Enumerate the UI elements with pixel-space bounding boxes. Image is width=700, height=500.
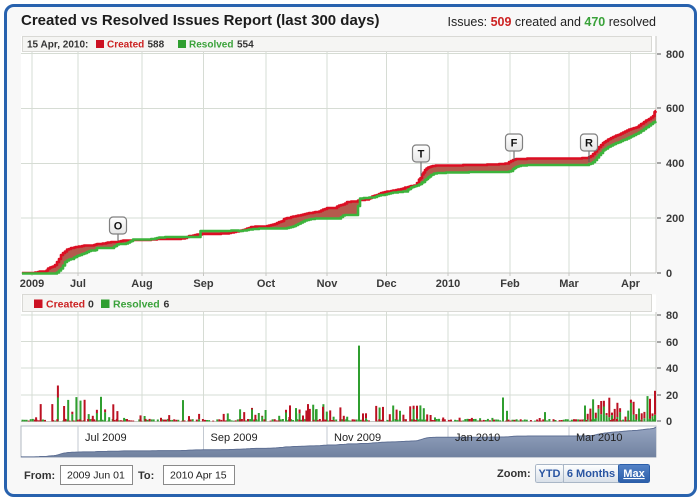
svg-text:Created: Created [107, 40, 144, 51]
svg-text:588: 588 [148, 40, 165, 51]
svg-text:Sep 2009: Sep 2009 [211, 432, 258, 444]
svg-text:40: 40 [666, 363, 678, 375]
svg-text:15 Apr, 2010:: 15 Apr, 2010: [27, 40, 88, 51]
svg-text:Sep: Sep [193, 278, 213, 290]
svg-text:Zoom:: Zoom: [497, 468, 531, 480]
svg-text:2009: 2009 [20, 278, 44, 290]
svg-text:2009 Jun 01: 2009 Jun 01 [67, 470, 125, 482]
svg-text:Jan 2010: Jan 2010 [455, 432, 500, 444]
svg-text:400: 400 [666, 158, 684, 170]
svg-text:Dec: Dec [376, 278, 396, 290]
svg-text:Mar: Mar [559, 278, 579, 290]
svg-text:6: 6 [164, 299, 170, 311]
svg-text:Oct: Oct [257, 278, 276, 290]
svg-text:Feb: Feb [500, 278, 520, 290]
svg-text:Resolved: Resolved [113, 299, 160, 311]
svg-text:Resolved: Resolved [189, 40, 233, 51]
svg-text:600: 600 [666, 103, 684, 115]
svg-text:Mar 2010: Mar 2010 [576, 432, 622, 444]
svg-text:800: 800 [666, 49, 684, 61]
svg-text:2010 Apr 15: 2010 Apr 15 [170, 470, 227, 482]
svg-text:Nov 2009: Nov 2009 [334, 432, 381, 444]
svg-text:0: 0 [88, 299, 94, 311]
svg-text:Apr: Apr [621, 278, 641, 290]
svg-text:From:: From: [24, 470, 55, 482]
svg-text:To:: To: [138, 470, 154, 482]
svg-text:O: O [114, 221, 123, 233]
svg-text:200: 200 [666, 213, 684, 225]
svg-text:6 Months: 6 Months [567, 468, 615, 480]
svg-text:Jul: Jul [70, 278, 86, 290]
svg-text:Max: Max [623, 468, 645, 480]
svg-text:60: 60 [666, 337, 678, 349]
svg-text:Created: Created [46, 299, 85, 311]
svg-text:2010: 2010 [436, 278, 460, 290]
svg-text:T: T [418, 149, 425, 161]
svg-text:YTD: YTD [539, 468, 561, 480]
svg-text:80: 80 [666, 310, 678, 322]
svg-text:Nov: Nov [317, 278, 339, 290]
svg-text:Jul 2009: Jul 2009 [85, 432, 127, 444]
svg-text:554: 554 [237, 40, 254, 51]
svg-text:0: 0 [666, 416, 672, 428]
svg-text:F: F [511, 138, 518, 150]
svg-text:0: 0 [666, 268, 672, 280]
svg-text:Aug: Aug [131, 278, 152, 290]
svg-text:R: R [585, 138, 593, 150]
svg-text:20: 20 [666, 390, 678, 402]
